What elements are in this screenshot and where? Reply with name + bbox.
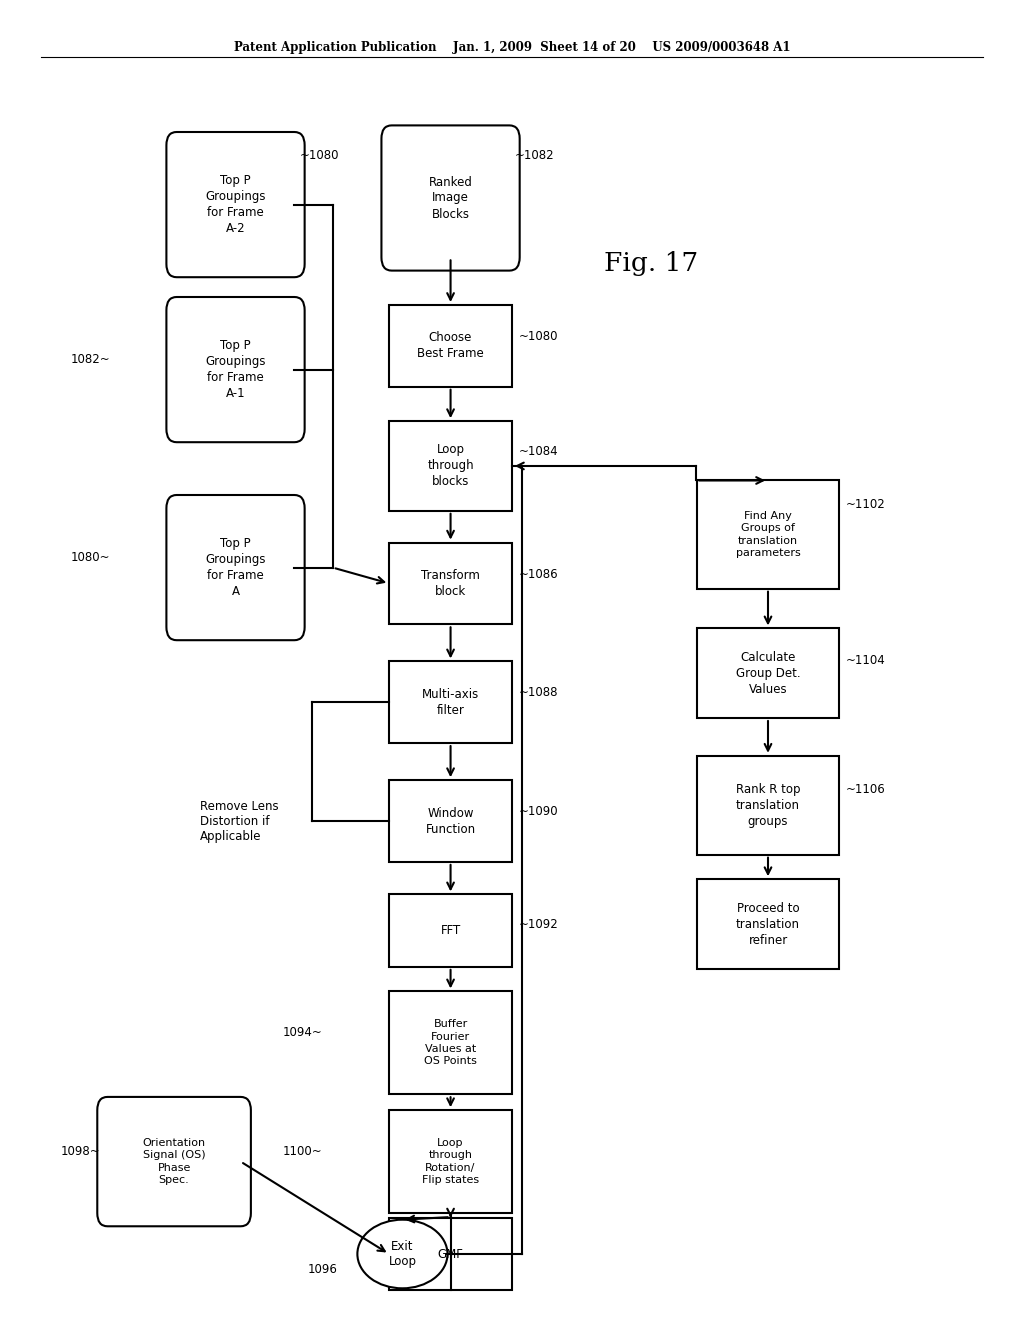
Text: Patent Application Publication    Jan. 1, 2009  Sheet 14 of 20    US 2009/000364: Patent Application Publication Jan. 1, 2… bbox=[233, 41, 791, 54]
Bar bbox=[389, 1217, 512, 1291]
Text: ~1082: ~1082 bbox=[515, 149, 555, 162]
Text: Fig. 17: Fig. 17 bbox=[604, 252, 698, 276]
Text: ~1084: ~1084 bbox=[519, 445, 559, 458]
Bar bbox=[697, 628, 839, 718]
Text: 1082~: 1082~ bbox=[71, 352, 111, 366]
Text: Loop
through
blocks: Loop through blocks bbox=[427, 444, 474, 488]
Text: Ranked
Image
Blocks: Ranked Image Blocks bbox=[429, 176, 472, 220]
Text: Buffer
Fourier
Values at
OS Points: Buffer Fourier Values at OS Points bbox=[424, 1019, 477, 1067]
Text: Choose
Best Frame: Choose Best Frame bbox=[417, 331, 484, 360]
Bar bbox=[389, 991, 512, 1094]
Text: Proceed to
translation
refiner: Proceed to translation refiner bbox=[736, 902, 800, 946]
Text: ~1080: ~1080 bbox=[519, 330, 559, 343]
Text: 1080~: 1080~ bbox=[71, 550, 111, 564]
Text: Top P
Groupings
for Frame
A: Top P Groupings for Frame A bbox=[205, 537, 266, 598]
FancyBboxPatch shape bbox=[166, 297, 305, 442]
Text: Loop
through
Rotation/
Flip states: Loop through Rotation/ Flip states bbox=[422, 1138, 479, 1185]
Text: Transform
block: Transform block bbox=[421, 569, 480, 598]
Text: GMF: GMF bbox=[437, 1247, 464, 1261]
Text: ~1090: ~1090 bbox=[519, 805, 559, 818]
Text: Multi-axis
filter: Multi-axis filter bbox=[422, 688, 479, 717]
Bar bbox=[389, 895, 512, 966]
Bar bbox=[389, 305, 512, 387]
Text: Calculate
Group Det.
Values: Calculate Group Det. Values bbox=[735, 651, 801, 696]
Text: Remove Lens
Distortion if
Applicable: Remove Lens Distortion if Applicable bbox=[200, 800, 279, 842]
Text: ~1104: ~1104 bbox=[846, 653, 886, 667]
Bar bbox=[389, 661, 512, 743]
Bar bbox=[389, 1110, 512, 1213]
Bar bbox=[697, 480, 839, 589]
Text: Top P
Groupings
for Frame
A-2: Top P Groupings for Frame A-2 bbox=[205, 174, 266, 235]
Text: 1094~: 1094~ bbox=[283, 1026, 323, 1039]
Text: ~1102: ~1102 bbox=[846, 498, 886, 511]
Text: Orientation
Signal (OS)
Phase
Spec.: Orientation Signal (OS) Phase Spec. bbox=[142, 1138, 206, 1185]
Text: Rank R top
translation
groups: Rank R top translation groups bbox=[736, 783, 800, 828]
Text: Find Any
Groups of
translation
parameters: Find Any Groups of translation parameter… bbox=[735, 511, 801, 558]
FancyBboxPatch shape bbox=[166, 132, 305, 277]
Bar bbox=[389, 543, 512, 624]
Bar bbox=[389, 421, 512, 511]
Text: 1100~: 1100~ bbox=[283, 1144, 323, 1158]
FancyBboxPatch shape bbox=[166, 495, 305, 640]
Bar bbox=[389, 780, 512, 862]
Bar bbox=[697, 755, 839, 855]
Text: ~1092: ~1092 bbox=[519, 917, 559, 931]
Text: FFT: FFT bbox=[440, 924, 461, 937]
Text: 1096: 1096 bbox=[308, 1263, 338, 1276]
Bar bbox=[697, 879, 839, 969]
Ellipse shape bbox=[357, 1220, 447, 1288]
FancyBboxPatch shape bbox=[381, 125, 520, 271]
Text: ~1080: ~1080 bbox=[300, 149, 340, 162]
Text: ~1106: ~1106 bbox=[846, 783, 886, 796]
FancyBboxPatch shape bbox=[97, 1097, 251, 1226]
Text: Exit
Loop: Exit Loop bbox=[388, 1239, 417, 1269]
Text: ~1088: ~1088 bbox=[519, 686, 559, 700]
Text: ~1086: ~1086 bbox=[519, 568, 559, 581]
Text: Top P
Groupings
for Frame
A-1: Top P Groupings for Frame A-1 bbox=[205, 339, 266, 400]
Text: 1098~: 1098~ bbox=[60, 1144, 100, 1158]
Text: Window
Function: Window Function bbox=[426, 807, 475, 836]
